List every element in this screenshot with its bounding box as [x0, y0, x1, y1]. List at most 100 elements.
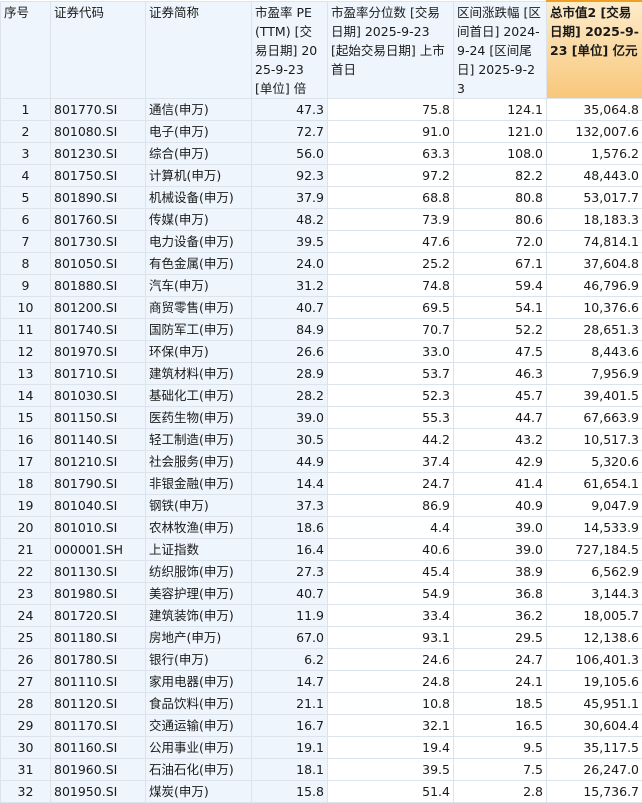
cell-pe-percentile[interactable]: 69.5 — [328, 296, 454, 318]
cell-index[interactable]: 30 — [1, 736, 51, 758]
cell-change[interactable]: 36.2 — [454, 604, 547, 626]
header-change[interactable]: 区间涨跌幅 [区间首日] 2024-9-24 [区间尾日] 2025-9-23 — [454, 1, 547, 98]
cell-name[interactable]: 石油石化(申万) — [146, 758, 252, 780]
cell-pe[interactable]: 16.4 — [252, 538, 328, 560]
cell-market-cap[interactable]: 67,663.9 — [547, 406, 642, 428]
cell-market-cap[interactable]: 10,376.6 — [547, 296, 642, 318]
cell-pe[interactable]: 21.1 — [252, 692, 328, 714]
cell-change[interactable]: 43.2 — [454, 428, 547, 450]
cell-code[interactable]: 801050.SI — [51, 252, 146, 274]
cell-change[interactable]: 52.2 — [454, 318, 547, 340]
cell-change[interactable]: 45.7 — [454, 384, 547, 406]
cell-pe-percentile[interactable]: 33.4 — [328, 604, 454, 626]
cell-code[interactable]: 801080.SI — [51, 120, 146, 142]
cell-index[interactable]: 9 — [1, 274, 51, 296]
cell-market-cap[interactable]: 35,117.5 — [547, 736, 642, 758]
cell-index[interactable]: 4 — [1, 164, 51, 186]
cell-pe-percentile[interactable]: 24.6 — [328, 648, 454, 670]
cell-change[interactable]: 38.9 — [454, 560, 547, 582]
cell-market-cap[interactable]: 8,443.6 — [547, 340, 642, 362]
cell-pe-percentile[interactable]: 73.9 — [328, 208, 454, 230]
cell-market-cap[interactable]: 12,138.6 — [547, 626, 642, 648]
cell-name[interactable]: 房地产(申万) — [146, 626, 252, 648]
cell-pe-percentile[interactable]: 37.4 — [328, 450, 454, 472]
cell-index[interactable]: 14 — [1, 384, 51, 406]
cell-market-cap[interactable]: 53,017.7 — [547, 186, 642, 208]
cell-index[interactable]: 23 — [1, 582, 51, 604]
cell-market-cap[interactable]: 45,951.1 — [547, 692, 642, 714]
cell-change[interactable]: 41.4 — [454, 472, 547, 494]
cell-index[interactable]: 15 — [1, 406, 51, 428]
cell-pe[interactable]: 39.5 — [252, 230, 328, 252]
cell-change[interactable]: 39.0 — [454, 516, 547, 538]
cell-code[interactable]: 801140.SI — [51, 428, 146, 450]
cell-market-cap[interactable]: 28,651.3 — [547, 318, 642, 340]
header-pe[interactable]: 市盈率 PE(TTM) [交易日期] 2025-9-23 [单位] 倍 — [252, 1, 328, 98]
cell-market-cap[interactable]: 106,401.3 — [547, 648, 642, 670]
cell-index[interactable]: 18 — [1, 472, 51, 494]
cell-pe[interactable]: 24.0 — [252, 252, 328, 274]
cell-index[interactable]: 1 — [1, 98, 51, 120]
cell-pe[interactable]: 6.2 — [252, 648, 328, 670]
cell-code[interactable]: 801740.SI — [51, 318, 146, 340]
cell-pe[interactable]: 14.7 — [252, 670, 328, 692]
cell-change[interactable]: 80.8 — [454, 186, 547, 208]
cell-index[interactable]: 26 — [1, 648, 51, 670]
cell-pe-percentile[interactable]: 25.2 — [328, 252, 454, 274]
cell-name[interactable]: 传媒(申万) — [146, 208, 252, 230]
cell-name[interactable]: 纺织服饰(申万) — [146, 560, 252, 582]
cell-change[interactable]: 82.2 — [454, 164, 547, 186]
cell-change[interactable]: 42.9 — [454, 450, 547, 472]
cell-pe-percentile[interactable]: 75.8 — [328, 98, 454, 120]
cell-name[interactable]: 非银金融(申万) — [146, 472, 252, 494]
cell-name[interactable]: 医药生物(申万) — [146, 406, 252, 428]
header-pe-percentile[interactable]: 市盈率分位数 [交易日期] 2025-9-23 [起始交易日期] 上市首日 — [328, 1, 454, 98]
cell-index[interactable]: 28 — [1, 692, 51, 714]
cell-change[interactable]: 44.7 — [454, 406, 547, 428]
cell-pe-percentile[interactable]: 91.0 — [328, 120, 454, 142]
cell-change[interactable]: 54.1 — [454, 296, 547, 318]
cell-pe-percentile[interactable]: 24.7 — [328, 472, 454, 494]
cell-code[interactable]: 801750.SI — [51, 164, 146, 186]
cell-market-cap[interactable]: 18,005.7 — [547, 604, 642, 626]
cell-market-cap[interactable]: 19,105.6 — [547, 670, 642, 692]
cell-market-cap[interactable]: 1,576.2 — [547, 142, 642, 164]
cell-pe[interactable]: 19.1 — [252, 736, 328, 758]
cell-change[interactable]: 80.6 — [454, 208, 547, 230]
cell-pe-percentile[interactable]: 33.0 — [328, 340, 454, 362]
cell-pe-percentile[interactable]: 68.8 — [328, 186, 454, 208]
cell-index[interactable]: 6 — [1, 208, 51, 230]
cell-pe[interactable]: 72.7 — [252, 120, 328, 142]
cell-name[interactable]: 有色金属(申万) — [146, 252, 252, 274]
cell-pe[interactable]: 37.9 — [252, 186, 328, 208]
cell-pe-percentile[interactable]: 24.8 — [328, 670, 454, 692]
cell-pe[interactable]: 44.9 — [252, 450, 328, 472]
cell-name[interactable]: 美容护理(申万) — [146, 582, 252, 604]
cell-market-cap[interactable]: 30,604.4 — [547, 714, 642, 736]
cell-index[interactable]: 7 — [1, 230, 51, 252]
cell-name[interactable]: 钢铁(申万) — [146, 494, 252, 516]
cell-code[interactable]: 801980.SI — [51, 582, 146, 604]
cell-market-cap[interactable]: 5,320.6 — [547, 450, 642, 472]
cell-market-cap[interactable]: 14,533.9 — [547, 516, 642, 538]
cell-change[interactable]: 39.0 — [454, 538, 547, 560]
cell-pe[interactable]: 56.0 — [252, 142, 328, 164]
cell-pe[interactable]: 18.6 — [252, 516, 328, 538]
cell-code[interactable]: 000001.SH — [51, 538, 146, 560]
cell-index[interactable]: 31 — [1, 758, 51, 780]
cell-pe[interactable]: 28.2 — [252, 384, 328, 406]
cell-pe[interactable]: 40.7 — [252, 582, 328, 604]
